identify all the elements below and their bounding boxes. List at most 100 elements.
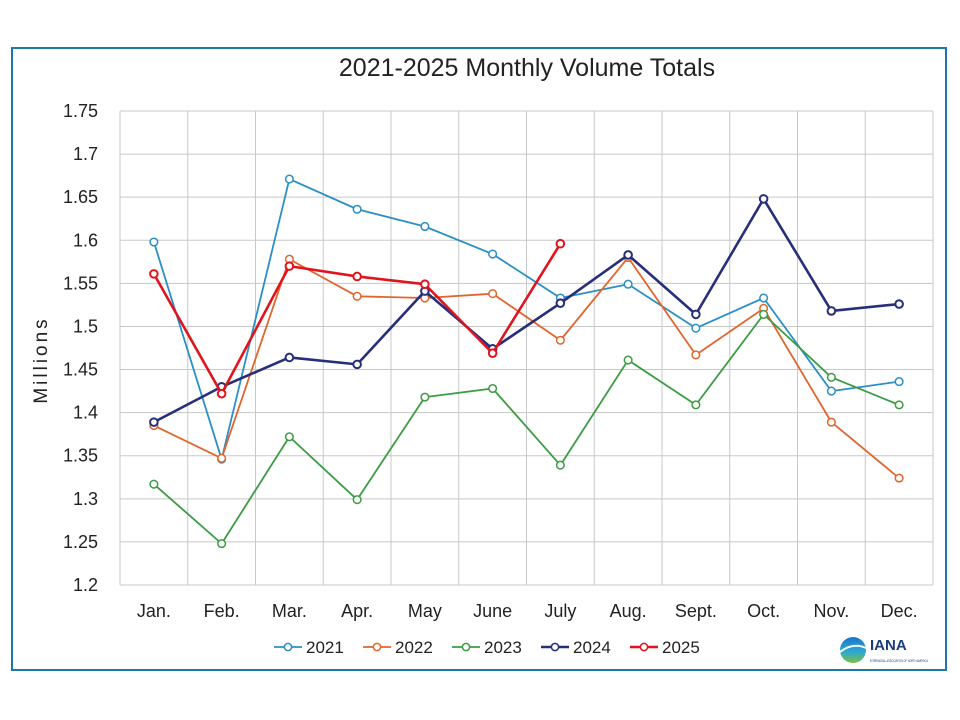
legend-item-2022: 2022 xyxy=(363,638,433,657)
legend-item-2024: 2024 xyxy=(541,638,611,657)
data-point xyxy=(623,250,633,260)
x-tick-label: Jan. xyxy=(137,601,171,621)
y-tick-label: 1.55 xyxy=(63,273,98,293)
y-tick-label: 1.35 xyxy=(63,446,98,466)
data-point xyxy=(691,323,701,333)
data-point xyxy=(894,377,904,387)
x-tick-label: Feb. xyxy=(204,601,240,621)
x-tick-label: July xyxy=(544,601,576,621)
data-point xyxy=(217,539,227,549)
data-point xyxy=(216,388,227,399)
logo-name: IANA xyxy=(870,637,907,654)
y-axis-label: Millions xyxy=(31,316,52,403)
data-point xyxy=(352,359,362,370)
data-point xyxy=(420,279,430,290)
legend-label: 2024 xyxy=(573,638,611,657)
x-tick-label: Apr. xyxy=(341,601,373,621)
series-2022 xyxy=(149,252,904,483)
y-tick-label: 1.25 xyxy=(63,532,98,552)
data-point xyxy=(487,348,498,358)
chart-frame xyxy=(11,47,947,671)
x-tick-label: Nov. xyxy=(814,601,850,621)
data-point xyxy=(284,261,295,271)
series-line xyxy=(153,313,900,545)
data-point xyxy=(826,306,837,316)
data-point xyxy=(149,269,159,279)
series-line xyxy=(153,197,900,424)
legend: 2021 2022 2023 2024 2025 xyxy=(274,638,700,657)
legend-label: 2023 xyxy=(484,638,522,657)
data-point xyxy=(352,291,362,301)
data-point xyxy=(217,453,227,463)
y-tick-label: 1.45 xyxy=(63,360,98,380)
series-2023 xyxy=(149,309,904,549)
y-tick-label: 1.65 xyxy=(63,187,98,207)
legend-label: 2021 xyxy=(306,638,344,657)
data-point xyxy=(623,355,633,365)
data-point xyxy=(420,221,430,232)
data-point xyxy=(623,279,633,289)
legend-marker xyxy=(461,642,471,652)
globe-swoosh-icon xyxy=(839,644,867,653)
data-point xyxy=(149,417,159,427)
data-point xyxy=(149,237,159,247)
data-point xyxy=(488,383,498,394)
data-point xyxy=(555,460,565,470)
x-tick-label: Mar. xyxy=(272,601,307,621)
x-tick-label: Dec. xyxy=(881,601,918,621)
series-line xyxy=(153,256,900,479)
series-line xyxy=(152,243,562,395)
series-line xyxy=(153,178,900,461)
legend-item-2023: 2023 xyxy=(452,638,522,657)
legend-item-2025: 2025 xyxy=(630,638,700,657)
data-point xyxy=(420,392,430,402)
x-ticks: Jan. Feb. Mar. Apr. May June July Aug. Sept. Oct.… xyxy=(137,601,918,621)
chart-title: 2021-2025 Monthly Volume Totals xyxy=(339,54,715,82)
data-point xyxy=(555,335,565,345)
data-point xyxy=(894,400,904,410)
y-tick-label: 1.6 xyxy=(73,230,98,250)
y-tick-label: 1.75 xyxy=(63,101,98,121)
y-ticks: 1.2 1.25 1.3 1.35 1.4 1.45 1.5 1.55 1.6 1.65 1.7 1.… xyxy=(63,101,98,595)
data-point xyxy=(352,204,362,214)
data-point xyxy=(826,386,836,396)
y-tick-label: 1.5 xyxy=(73,316,98,336)
y-tick-label: 1.3 xyxy=(73,489,98,509)
data-point xyxy=(759,309,769,319)
data-point xyxy=(826,417,836,427)
data-point xyxy=(691,309,701,320)
series-2024 xyxy=(149,194,904,427)
y-tick-label: 1.7 xyxy=(73,144,98,164)
legend-marker xyxy=(372,642,382,652)
data-point xyxy=(691,350,701,360)
data-point xyxy=(759,293,769,303)
legend-label: 2022 xyxy=(395,638,433,657)
data-point xyxy=(555,298,566,308)
x-tick-label: Sept. xyxy=(675,601,717,621)
legend-marker xyxy=(550,642,560,652)
iana-logo: IANA INTERMODAL ASSOCIATION OF NORTH AME… xyxy=(839,637,928,663)
globe-icon xyxy=(840,637,866,663)
data-point xyxy=(691,400,701,410)
series-2025 xyxy=(149,238,566,399)
data-point xyxy=(149,479,159,489)
y-tick-label: 1.2 xyxy=(73,575,98,595)
data-point xyxy=(488,249,498,259)
legend-item-2021: 2021 xyxy=(274,638,344,657)
series-2021 xyxy=(149,174,904,464)
data-point xyxy=(352,495,362,505)
data-point xyxy=(826,372,836,382)
data-point xyxy=(758,194,769,204)
x-tick-label: Aug. xyxy=(610,601,647,621)
data-point xyxy=(352,271,362,282)
legend-marker xyxy=(283,642,293,652)
series-layer xyxy=(149,174,904,549)
x-tick-label: Oct. xyxy=(747,601,780,621)
legend-label: 2025 xyxy=(662,638,700,657)
data-point xyxy=(284,174,294,184)
data-point xyxy=(284,352,295,363)
logo-subtitle: INTERMODAL ASSOCIATION OF NORTH AMERICA xyxy=(870,658,928,663)
data-point xyxy=(894,473,904,483)
grid xyxy=(119,110,934,586)
